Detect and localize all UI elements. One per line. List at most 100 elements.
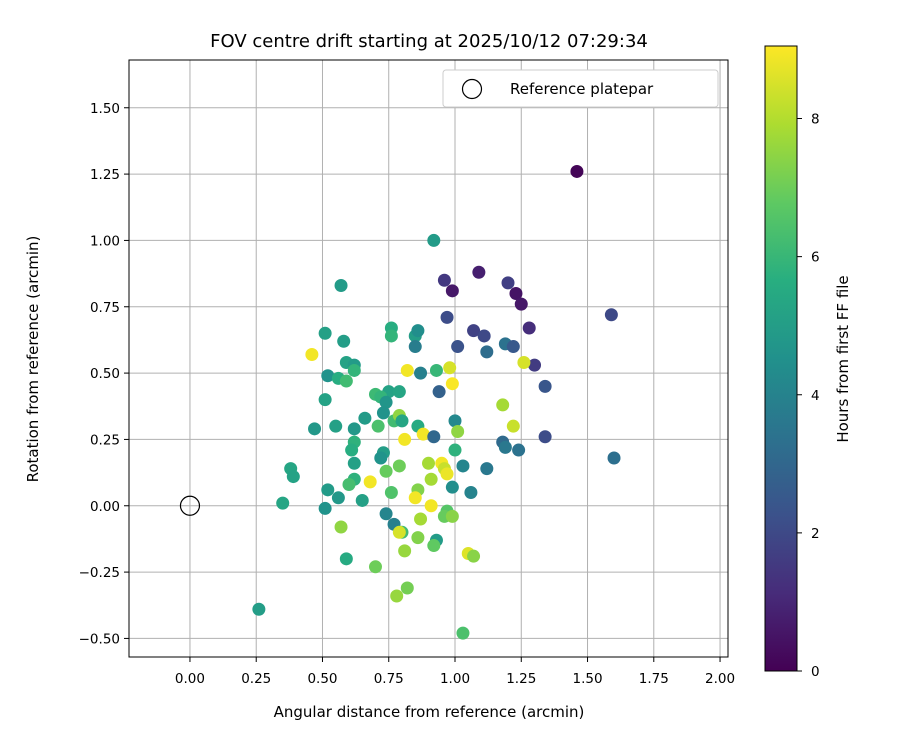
data-points — [252, 164, 621, 640]
data-point — [496, 398, 510, 412]
data-point — [424, 499, 438, 513]
y-tick-label: −0.25 — [79, 565, 120, 581]
y-tick-label: 0.50 — [90, 366, 120, 382]
data-point — [376, 406, 390, 420]
data-point — [477, 329, 491, 343]
data-point — [440, 310, 454, 324]
x-tick-label: 1.00 — [440, 671, 470, 687]
y-tick-label: 1.00 — [90, 233, 120, 249]
data-point — [501, 276, 515, 290]
x-tick-label: 0.25 — [241, 671, 271, 687]
y-tick-label: −0.50 — [79, 631, 120, 647]
data-point — [342, 478, 356, 492]
data-point — [400, 581, 414, 595]
data-point — [445, 377, 459, 391]
data-point — [374, 451, 388, 465]
data-point — [522, 321, 536, 335]
x-tick-label: 0.00 — [175, 671, 205, 687]
data-point — [345, 443, 359, 457]
data-point — [464, 485, 478, 499]
x-tick-label: 0.50 — [307, 671, 337, 687]
data-point — [368, 560, 382, 574]
data-point — [339, 374, 353, 388]
data-point — [456, 626, 470, 640]
colorbar-tick-label: 2 — [811, 526, 820, 542]
data-point — [398, 544, 412, 558]
data-point — [424, 472, 438, 486]
y-tick-label: 1.50 — [90, 101, 120, 117]
colorbar-ticks: 0 2 4 6 8 — [797, 112, 820, 680]
data-point — [334, 520, 348, 534]
colorbar-tick-label: 4 — [811, 388, 820, 404]
data-point — [509, 286, 523, 300]
plot-frame — [128, 59, 729, 658]
data-point — [318, 501, 332, 515]
data-point — [347, 422, 361, 436]
data-point — [467, 324, 481, 338]
data-point — [448, 443, 462, 457]
legend-label: Reference platepar — [510, 80, 654, 98]
data-point — [538, 379, 552, 393]
data-point — [392, 385, 406, 399]
chart-title: FOV centre drift starting at 2025/10/12 … — [210, 31, 648, 52]
grid-lines — [129, 60, 728, 657]
data-point — [347, 363, 361, 377]
data-point — [445, 509, 459, 523]
data-point — [467, 549, 481, 563]
data-point — [506, 419, 520, 433]
data-point — [427, 233, 441, 247]
colorbar-label: Hours from first FF file — [834, 275, 852, 442]
data-point — [411, 531, 425, 545]
data-point — [379, 507, 393, 521]
data-point — [437, 273, 451, 287]
x-axis-label: Angular distance from reference (arcmin) — [274, 703, 585, 721]
data-point — [390, 589, 404, 603]
data-point — [334, 279, 348, 293]
x-tick-label: 2.00 — [705, 671, 735, 687]
x-axis-ticks: 0.00 0.25 0.50 0.75 1.00 1.25 1.50 1.75 2.00 — [175, 657, 735, 687]
data-point — [506, 340, 520, 354]
data-point — [517, 355, 531, 369]
y-tick-label: 0.75 — [90, 300, 120, 316]
data-point — [318, 393, 332, 407]
data-point — [570, 164, 584, 178]
data-point — [331, 491, 345, 505]
data-point — [408, 340, 422, 354]
data-point — [472, 265, 486, 279]
data-point — [276, 496, 290, 510]
data-point — [414, 512, 428, 526]
colorbar-gradient — [764, 45, 798, 672]
reference-platepar-marker — [179, 495, 201, 516]
data-point — [414, 366, 428, 380]
data-point — [440, 467, 454, 481]
data-point — [445, 480, 459, 494]
data-point — [429, 363, 443, 377]
data-point — [604, 308, 618, 322]
data-point — [318, 326, 332, 340]
data-point — [512, 443, 526, 457]
data-point — [321, 483, 335, 497]
data-point — [337, 334, 351, 348]
data-point — [528, 358, 542, 372]
data-point — [427, 539, 441, 553]
data-point — [451, 424, 465, 438]
data-point — [321, 369, 335, 383]
data-point — [358, 411, 372, 425]
y-axis-label: Rotation from reference (arcmin) — [24, 236, 42, 483]
data-point — [416, 427, 430, 441]
data-point — [392, 525, 406, 539]
x-tick-label: 1.25 — [506, 671, 536, 687]
data-point — [498, 440, 512, 454]
colorbar-tick-label: 6 — [811, 250, 820, 266]
data-point — [398, 432, 412, 446]
data-point — [514, 297, 528, 311]
data-point — [451, 340, 465, 354]
data-point — [286, 470, 300, 484]
data-point — [384, 329, 398, 343]
x-tick-label: 1.75 — [639, 671, 669, 687]
x-tick-label: 0.75 — [374, 671, 404, 687]
data-point — [448, 414, 462, 428]
data-point — [355, 493, 369, 507]
data-point — [339, 552, 353, 566]
